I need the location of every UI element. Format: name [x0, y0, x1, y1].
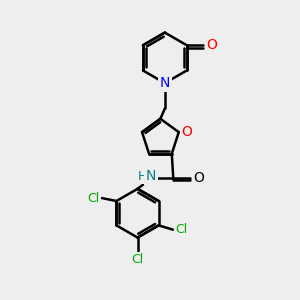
- Text: N: N: [160, 76, 170, 90]
- Text: O: O: [207, 38, 218, 52]
- Text: O: O: [182, 125, 193, 139]
- Text: N: N: [146, 169, 156, 183]
- Text: Cl: Cl: [131, 253, 144, 266]
- Text: Cl: Cl: [87, 192, 99, 205]
- Text: O: O: [194, 170, 204, 184]
- Text: H: H: [138, 169, 148, 182]
- Text: Cl: Cl: [176, 223, 188, 236]
